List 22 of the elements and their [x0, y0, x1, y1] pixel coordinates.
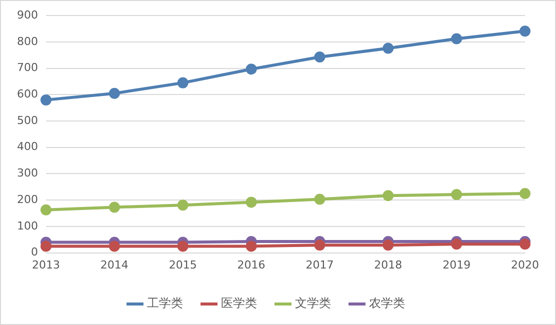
y-tick-label: 300 [16, 166, 38, 180]
y-tick-label: 800 [16, 34, 38, 48]
x-tick-label: 2017 [306, 258, 334, 272]
y-tick-label: 700 [16, 61, 38, 74]
y-tick-label: 0 [30, 246, 38, 259]
y-tick-label: 200 [16, 192, 38, 206]
y-tick-label: 600 [16, 88, 38, 101]
y-tick-label: 400 [16, 140, 38, 154]
y-tick-label: 900 [16, 8, 38, 22]
x-tick-label: 2015 [168, 258, 197, 272]
y-tick-label: 500 [16, 114, 38, 127]
x-tick-label: 2020 [511, 258, 539, 272]
y-tick-label: 100 [16, 219, 38, 232]
legend-label: 文学类 [295, 296, 331, 310]
x-tick-label: 2016 [237, 258, 266, 272]
legend-label: 农学类 [369, 296, 405, 310]
x-tick-label: 2014 [100, 258, 128, 272]
x-tick-label: 2013 [32, 258, 60, 272]
x-tick-label: 2018 [374, 258, 402, 272]
x-tick-label: 2019 [442, 258, 471, 272]
legend-label: 医学类 [221, 296, 257, 310]
legend-label: 工学类 [147, 296, 183, 310]
